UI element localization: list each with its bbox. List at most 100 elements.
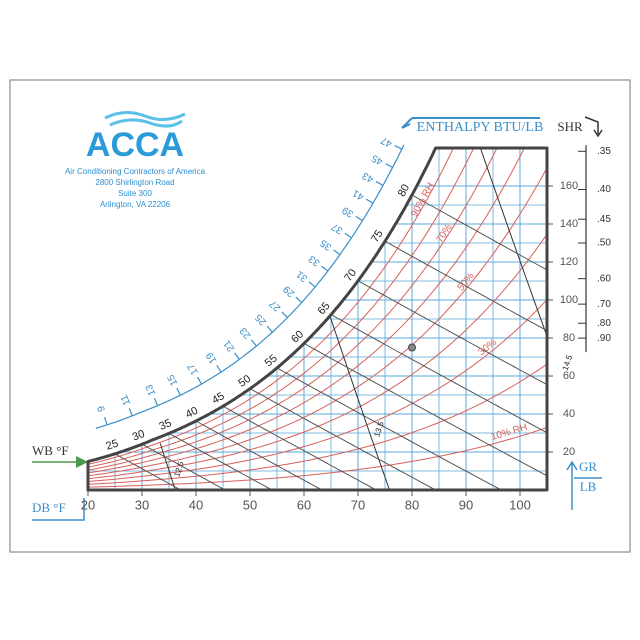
frame — [9, 79, 631, 553]
rh-curve — [88, 148, 547, 471]
address-line: Air Conditioning Contractors of America — [65, 167, 206, 176]
wave — [104, 111, 186, 121]
y-axis-label: GR — [579, 459, 597, 474]
rh-curve — [88, 233, 547, 480]
enthalpy-tick — [365, 198, 374, 204]
wb-label: 70 — [342, 267, 359, 284]
enthalpy-arrow — [401, 117, 540, 129]
shr-tick-label: .80 — [597, 318, 611, 329]
wb-line — [141, 443, 229, 490]
enthalpy-tick — [333, 249, 341, 256]
wb-label: 80 — [396, 182, 412, 198]
enthalpy-label: ENTHALPY BTU/LB — [417, 120, 544, 135]
wb-line — [195, 420, 326, 490]
rh-curve — [88, 148, 547, 465]
shr-label: SHR — [557, 119, 583, 134]
enthalpy-label: 9 — [96, 404, 108, 413]
wb-line — [330, 314, 547, 463]
wb-label: 75 — [369, 228, 386, 245]
shr-tick-label: .35 — [597, 146, 611, 157]
wb-label: 50 — [236, 373, 253, 390]
shr-arrow — [584, 116, 603, 138]
wave — [109, 118, 183, 128]
enthalpy-label: 15 — [165, 372, 180, 387]
state-point — [408, 343, 416, 352]
enthalpy-label: 17 — [186, 361, 201, 376]
shr-tick-label: .70 — [597, 299, 611, 310]
enthalpy-tick — [308, 281, 316, 288]
shr-tick-label: .60 — [597, 273, 611, 284]
y-axis-label: LB — [580, 479, 597, 494]
wb-label: 40 — [184, 405, 200, 421]
y-tick-label: 140 — [560, 218, 578, 230]
y-tick-label: 80 — [563, 332, 575, 344]
wb-label: 55 — [263, 352, 280, 369]
y-tick-label: 40 — [563, 408, 575, 420]
wb-line — [303, 342, 547, 490]
db-arrow — [32, 498, 85, 521]
enthalpy-tick — [295, 296, 303, 303]
enthalpy-label: 45 — [370, 152, 385, 167]
enthalpy-tick — [375, 181, 384, 186]
enthalpy-label: 41 — [350, 187, 366, 202]
wb-label: WB °F — [32, 443, 69, 458]
y-tick-label: 60 — [563, 370, 575, 382]
volume-line — [329, 316, 390, 490]
y-tick-label: 160 — [560, 180, 578, 192]
volume-line — [460, 148, 547, 490]
x-tick-label: 90 — [459, 497, 473, 512]
enthalpy-tick — [266, 325, 273, 333]
x-tick-label: 60 — [297, 497, 311, 512]
chart-outline — [86, 146, 549, 492]
enthalpy-tick — [281, 311, 288, 318]
enthalpy-label: 47 — [379, 134, 394, 149]
y-tick-label: 120 — [560, 256, 578, 268]
wb-line — [222, 405, 380, 490]
enthalpy-tick — [385, 163, 393, 168]
address-line: 2800 Shirlington Road — [95, 178, 174, 187]
enthalpy-tick — [103, 417, 108, 426]
wb-line — [168, 432, 278, 490]
x-tick-label: 70 — [351, 497, 365, 512]
shr-tick-label: .50 — [597, 238, 611, 249]
volume-line — [159, 443, 176, 490]
enthalpy-tick — [250, 339, 257, 347]
x-axis-label: DB °F — [32, 500, 66, 515]
rh-curve — [88, 427, 547, 488]
address-line: Suite 300 — [118, 189, 152, 198]
enthalpy-tick — [394, 144, 403, 150]
shr-tick-label: .45 — [597, 214, 611, 225]
shr-tick-label: .90 — [597, 333, 611, 344]
shr-tick-label: .40 — [597, 184, 611, 195]
x-tick-label: 50 — [243, 497, 257, 512]
wb-label: 35 — [157, 417, 173, 433]
rh-curve — [88, 148, 547, 468]
wb-line — [114, 453, 186, 490]
enthalpy-tick — [176, 387, 181, 396]
enthalpy-tick — [153, 398, 159, 406]
enthalpy-tick — [355, 215, 363, 222]
enthalpy-label: 11 — [119, 393, 133, 407]
enthalpy-tick — [216, 365, 222, 373]
enthalpy-scale — [95, 144, 405, 429]
rh-curve — [88, 299, 547, 482]
enthalpy-label: 13 — [144, 382, 159, 397]
wb-label: 25 — [105, 438, 120, 453]
enthalpy-tick — [344, 232, 352, 239]
wb-label: 30 — [131, 428, 147, 444]
y-tick-label: 20 — [563, 446, 575, 458]
logo-name: ACCA — [86, 126, 184, 164]
enthalpy-tick — [128, 408, 133, 417]
wb-line — [411, 194, 547, 300]
y-tick-label: 100 — [560, 294, 578, 306]
x-tick-label: 80 — [405, 497, 419, 512]
x-tick-label: 20 — [81, 497, 95, 512]
wb-line — [384, 240, 547, 361]
wb-line — [249, 388, 440, 490]
address-line: Arlington, VA 22206 — [100, 200, 171, 209]
enthalpy-tick — [234, 352, 240, 360]
x-tick-label: 40 — [189, 497, 203, 512]
logo-waves — [104, 111, 186, 128]
